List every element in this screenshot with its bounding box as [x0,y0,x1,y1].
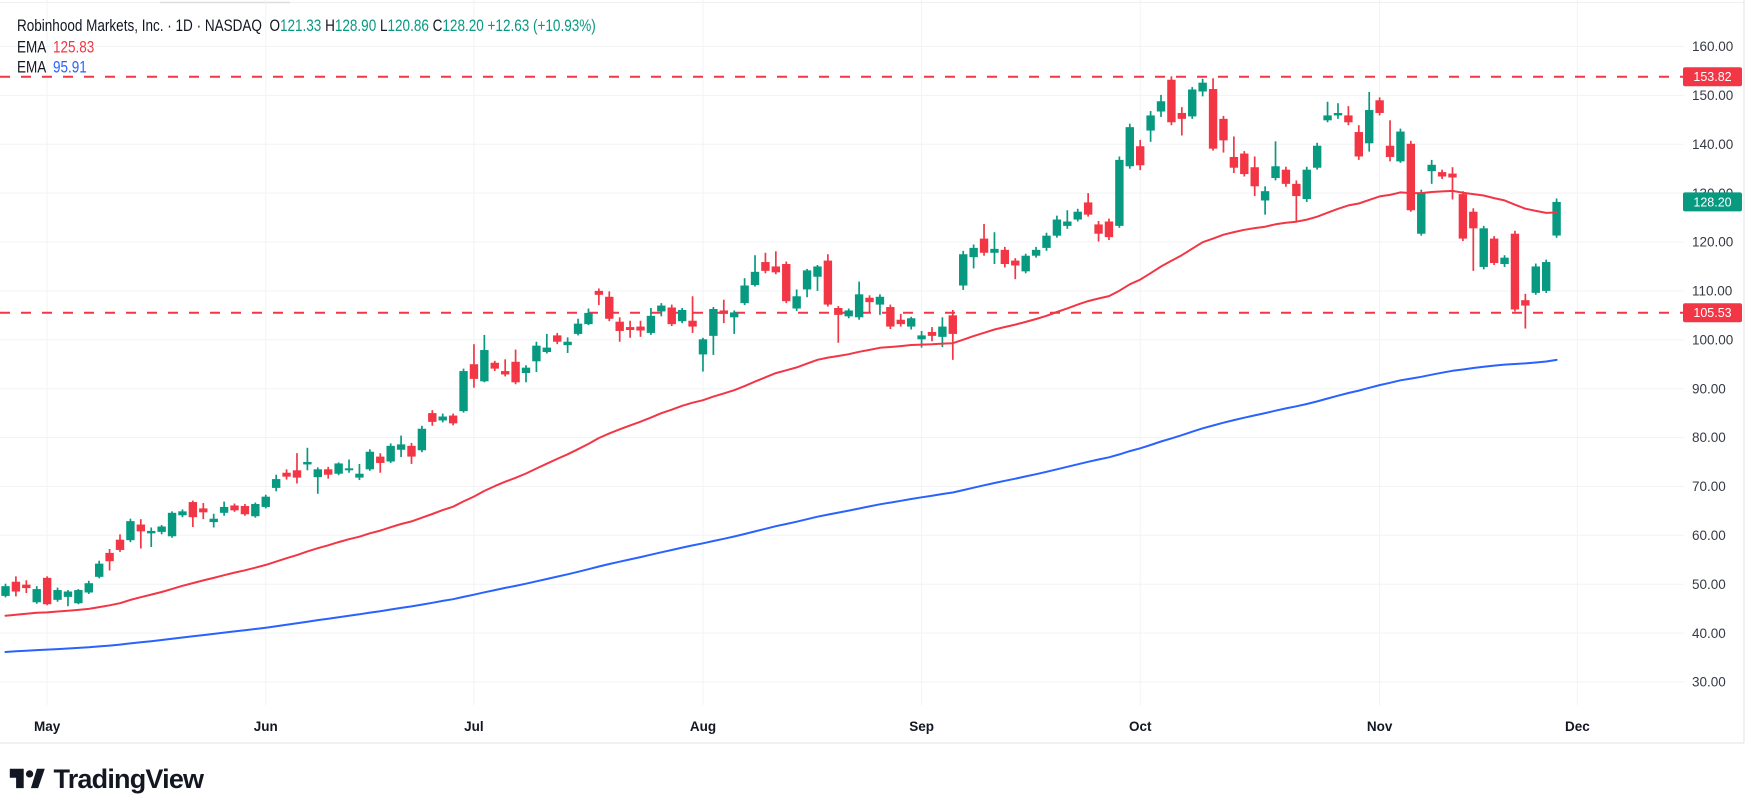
svg-text:Aug: Aug [690,719,716,734]
svg-text:60.00: 60.00 [1692,528,1726,543]
svg-text:Sep: Sep [909,719,934,734]
svg-text:Jun: Jun [254,719,278,734]
svg-text:100.00: 100.00 [1692,333,1733,348]
svg-text:Nov: Nov [1367,719,1393,734]
svg-text:140.00: 140.00 [1692,137,1733,152]
svg-text:128.20: 128.20 [1693,195,1731,209]
svg-text:120.00: 120.00 [1692,235,1733,250]
svg-text:May: May [34,719,61,734]
svg-text:40.00: 40.00 [1692,626,1726,641]
svg-text:110.00: 110.00 [1692,284,1732,299]
svg-text:70.00: 70.00 [1692,479,1726,494]
svg-text:Robinhood Markets, Inc. · 1D ·: Robinhood Markets, Inc. · 1D · NASDAQ O1… [17,17,596,36]
svg-text:150.00: 150.00 [1692,88,1733,103]
svg-text:Oct: Oct [1129,719,1152,734]
svg-text:105.53: 105.53 [1693,306,1731,320]
svg-text:Dec: Dec [1565,719,1590,734]
svg-text:Jul: Jul [464,719,484,734]
svg-text:80.00: 80.00 [1692,430,1726,445]
svg-text:160.00: 160.00 [1692,39,1733,54]
svg-text:90.00: 90.00 [1692,381,1726,396]
svg-text:TradingView: TradingView [54,764,206,794]
svg-text:153.82: 153.82 [1693,70,1731,84]
svg-text:30.00: 30.00 [1692,675,1726,690]
svg-text:50.00: 50.00 [1692,577,1726,592]
